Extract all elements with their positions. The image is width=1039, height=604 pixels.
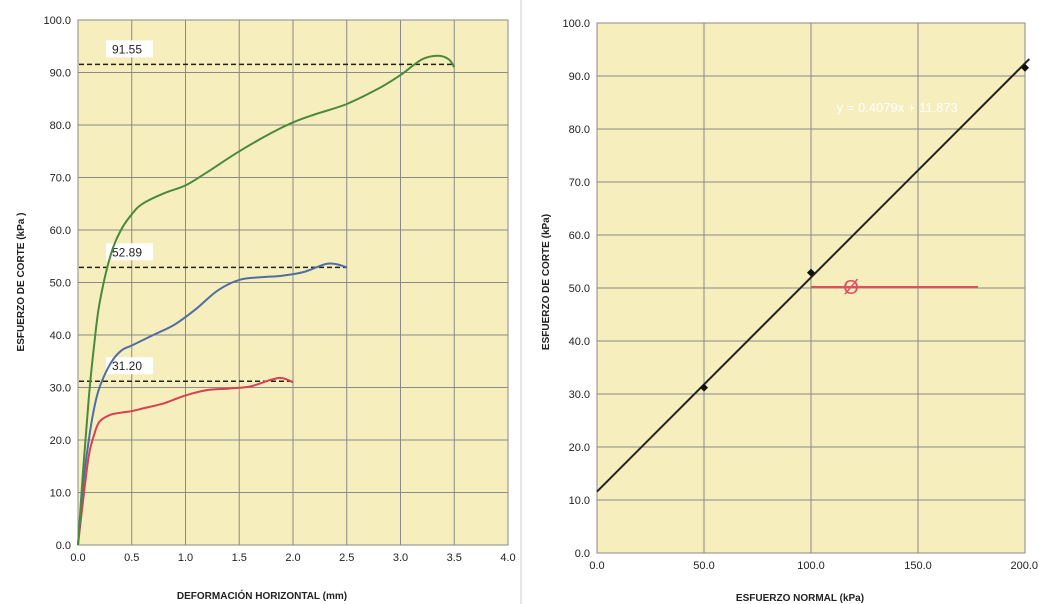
right-y-tick-label: 100.0 bbox=[562, 18, 590, 30]
right-x-tick-label: 200.0 bbox=[1010, 560, 1038, 572]
left-x-tick-label: 1.5 bbox=[232, 552, 247, 564]
right-y-tick-label: 80.0 bbox=[569, 124, 590, 136]
right-y-tick-label: 30.0 bbox=[569, 389, 590, 401]
left-y-tick-label: 90.0 bbox=[50, 68, 71, 80]
right-y-tick-label: 10.0 bbox=[569, 495, 590, 507]
left-x-tick-label: 2.5 bbox=[339, 552, 354, 564]
trendline-equation: y = 0.4079x + 11.873 bbox=[837, 100, 958, 115]
right-y-tick-label: 70.0 bbox=[569, 177, 590, 189]
right-marks: Øy = 0.4079x + 11.873 bbox=[596, 58, 1030, 493]
right-tick-labels: 0.0 10.0 20.0 30.0 40.0 50.0 60.0 70.0 80.0 90.0 1… bbox=[562, 18, 1038, 572]
left-x-tick-label: 0.5 bbox=[124, 552, 139, 564]
left-x-tick-label: 3.0 bbox=[393, 552, 408, 564]
right-x-tick-label: 100.0 bbox=[797, 560, 825, 572]
peak-label: 91.55 bbox=[112, 42, 142, 56]
left-peak-lines: 31.20 52.89 91.55 bbox=[79, 40, 455, 382]
left-y-tick-label: 30.0 bbox=[50, 383, 71, 395]
data-point bbox=[700, 383, 708, 392]
peak-label: 52.89 bbox=[112, 245, 142, 259]
left-x-tick-label: 3.5 bbox=[447, 552, 462, 564]
left-y-tick-label: 40.0 bbox=[50, 330, 71, 342]
peak-label-box bbox=[106, 40, 153, 58]
left-x-tick-label: 2.0 bbox=[285, 552, 300, 564]
left-grid bbox=[77, 19, 509, 546]
right-x-tick-label: 50.0 bbox=[693, 560, 714, 572]
left-x-tick-label: 4.0 bbox=[500, 552, 515, 564]
trendline bbox=[596, 58, 1030, 493]
data-point bbox=[1021, 63, 1029, 72]
left-x-tick-label: 0.0 bbox=[70, 552, 85, 564]
right-x-tick-label: 0.0 bbox=[589, 560, 604, 572]
stress-curve bbox=[77, 262, 348, 546]
peak-label: 31.20 bbox=[112, 359, 142, 373]
right-grid bbox=[596, 22, 1026, 554]
right-y-axis-title: ESFUERZO DE CORTE (kPa) bbox=[541, 214, 552, 350]
right-y-tick-label: 90.0 bbox=[569, 71, 590, 83]
left-y-tick-label: 0.0 bbox=[56, 540, 71, 552]
left-x-tick-label: 1.0 bbox=[178, 552, 193, 564]
left-y-tick-label: 100.0 bbox=[43, 15, 71, 27]
right-y-tick-label: 40.0 bbox=[569, 336, 590, 348]
left-y-tick-label: 70.0 bbox=[50, 173, 71, 185]
right-y-tick-label: 50.0 bbox=[569, 283, 590, 295]
right-chart: 0.0 10.0 20.0 30.0 40.0 50.0 60.0 70.0 80.0 90.0 1… bbox=[541, 18, 1038, 604]
left-y-tick-label: 80.0 bbox=[50, 120, 71, 132]
left-tick-labels: 0.0 10.0 20.0 30.0 40.0 50.0 60.0 70.0 80.0 90.0 1… bbox=[43, 15, 515, 564]
right-x-tick-label: 150.0 bbox=[904, 560, 932, 572]
right-x-axis-title: ESFUERZO NORMAL (kPa) bbox=[736, 593, 864, 604]
left-series bbox=[77, 54, 456, 546]
left-y-tick-label: 20.0 bbox=[50, 435, 71, 447]
peak-label-box bbox=[106, 357, 153, 375]
data-point bbox=[807, 268, 815, 277]
stress-curve bbox=[77, 54, 456, 546]
stress-curve bbox=[77, 376, 294, 546]
right-y-tick-label: 0.0 bbox=[575, 548, 590, 560]
left-y-tick-label: 10.0 bbox=[50, 488, 71, 500]
left-y-tick-label: 60.0 bbox=[50, 225, 71, 237]
right-y-tick-label: 60.0 bbox=[569, 230, 590, 242]
left-y-tick-label: 50.0 bbox=[50, 278, 71, 290]
left-chart: 0.0 10.0 20.0 30.0 40.0 50.0 60.0 70.0 80.0 90.0 1… bbox=[16, 15, 516, 602]
peak-label-box bbox=[106, 243, 153, 261]
left-y-axis-title: ESFUERZO DE CORTE (kPa ) bbox=[16, 213, 27, 352]
friction-angle-symbol: Ø bbox=[843, 277, 859, 299]
right-y-tick-label: 20.0 bbox=[569, 442, 590, 454]
left-x-axis-title: DEFORMACIÓN HORIZONTAL (mm) bbox=[177, 589, 347, 602]
